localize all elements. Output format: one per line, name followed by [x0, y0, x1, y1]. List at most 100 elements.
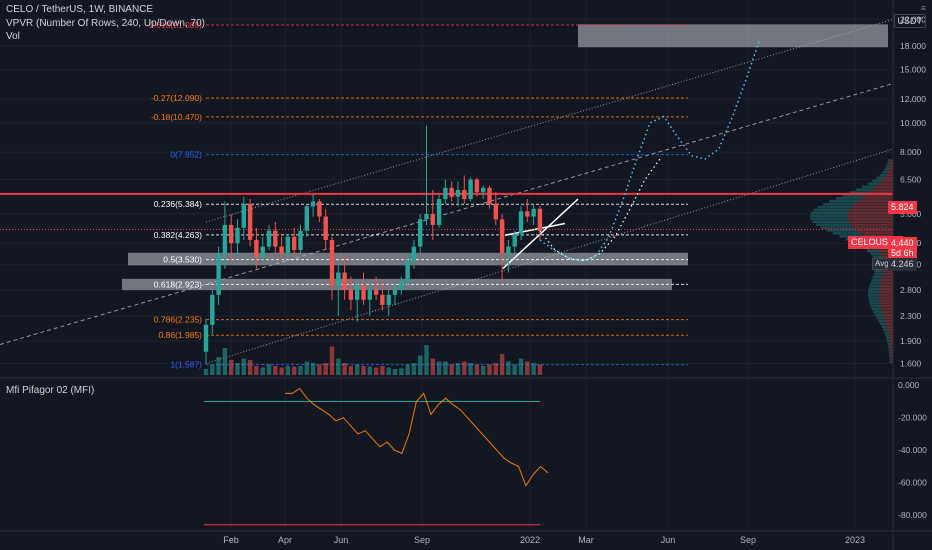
legend-symbol[interactable]: CELO / TetherUS, 1W, BINANCE [6, 4, 154, 15]
vpvr-bar-up [871, 278, 882, 282]
vpvr-bar-up [873, 272, 883, 276]
vpvr-bar-down [881, 179, 893, 183]
vpvr-bar-up [868, 287, 880, 291]
price-axis-label: 1.900 [900, 336, 922, 346]
candle-body [386, 294, 391, 305]
vpvr-bar-up [873, 310, 883, 314]
vpvr-bar-down [865, 194, 893, 197]
volume-bar [285, 366, 291, 375]
vpvr-bar-up [888, 159, 891, 162]
vpvr-bar-down [872, 188, 893, 191]
volume-bar [292, 366, 297, 375]
vpvr-bar-down [883, 313, 893, 317]
vpvr-bar-down [881, 307, 893, 311]
candle-body [342, 272, 347, 291]
candle-body [317, 201, 322, 217]
vpvr-bar-up [849, 191, 870, 194]
currency-button[interactable]: USDT [893, 14, 926, 28]
mfi-axis-label: -40.000 [898, 445, 927, 455]
vpvr-bar-up [822, 202, 855, 206]
volume-bar [229, 360, 234, 375]
time-axis-label: Sep [414, 535, 430, 545]
vpvr-bar-down [859, 232, 893, 235]
mfi-axis-label: -80.000 [898, 510, 927, 520]
fib-label: 0.236(5.384) [154, 199, 202, 209]
vpvr-bar-up [889, 357, 892, 361]
projection-path[interactable] [539, 38, 761, 262]
vpvr-bar-down [878, 249, 893, 253]
vpvr-bar-up [867, 249, 879, 253]
candle-body [380, 294, 385, 305]
vpvr-bar-up [876, 176, 884, 180]
time-axis-label: Sep [740, 535, 756, 545]
candle-body [518, 211, 524, 234]
candle-body [222, 224, 228, 254]
volume-bar [518, 358, 524, 375]
volume-bars [203, 345, 543, 375]
candle-body [361, 285, 366, 300]
legend-vpvr[interactable]: VPVR (Number Of Rows, 240, Up/Down, 70) [6, 18, 205, 29]
volume-bar [481, 366, 486, 375]
vpvr-bar-down [888, 334, 893, 337]
candle-body [210, 294, 215, 325]
vpvr-bar-down [891, 357, 893, 361]
vpvr-bar-up [882, 328, 888, 331]
volume-bar [323, 363, 328, 375]
vpvr-bar-down [888, 167, 893, 171]
volume-bar [493, 363, 498, 375]
candle-body [247, 203, 253, 240]
projection-alt-line [539, 158, 661, 262]
vpvr-bar-down [879, 299, 893, 302]
fib-label: -0.618(21.088) [146, 20, 202, 30]
vpvr-bar-up [888, 345, 891, 349]
mfi-pane [204, 387, 549, 526]
volume-bar [222, 348, 228, 375]
price-axis-label: 18.000 [900, 41, 926, 51]
vpvr-bar-down [890, 345, 893, 349]
zone-rectangles[interactable] [122, 24, 888, 291]
price-axis-label: 15.000 [900, 65, 926, 75]
vpvr-bar-up [856, 188, 873, 191]
volume-bar [449, 364, 454, 375]
volume-bar [531, 363, 536, 375]
volume-bar [210, 364, 215, 375]
vpvr-bar-up [887, 342, 891, 346]
candle-body [266, 230, 272, 247]
volume-bar [506, 361, 511, 375]
vpvr-bar-down [889, 162, 893, 165]
last-price-badge: 4.440 [888, 237, 917, 250]
volume-bar [336, 358, 341, 375]
candle-body [323, 216, 328, 240]
volume-bar [329, 346, 335, 375]
time-axis-label: Jun [334, 535, 349, 545]
volume-bar [386, 367, 391, 375]
channel-line [205, 18, 894, 223]
candle-body [405, 260, 410, 281]
menu-icon[interactable]: ≡ [920, 3, 926, 13]
candle-body [373, 290, 379, 295]
vpvr-bar-up [870, 304, 881, 308]
candle-body [436, 199, 442, 225]
vpvr-bar-down [890, 354, 893, 358]
legend-volume[interactable]: Vol [6, 31, 20, 42]
vpvr-bar-up [816, 223, 851, 226]
zone-rect [578, 24, 888, 48]
volume-bar [373, 367, 379, 375]
volume-bar [430, 358, 435, 375]
volume-bar [392, 369, 398, 375]
volume-bar [355, 364, 360, 375]
candle-body [430, 213, 435, 225]
vpvr-bar-up [888, 348, 891, 352]
vpvr-bar-down [879, 182, 893, 186]
volume-bar [216, 357, 221, 375]
vpvr-bar-up [813, 208, 850, 212]
price-axis-label: 22.000 [900, 14, 926, 24]
fib-label: 0.5(3.530) [163, 255, 202, 265]
time-axis-label: Apr [278, 535, 292, 545]
price-axis-label: 2.800 [900, 285, 922, 295]
mfi-legend[interactable]: Mfi Pifagor 02 (MFI) [6, 385, 95, 396]
vpvr-bar-down [850, 223, 893, 226]
vpvr-bar-down [891, 360, 893, 363]
